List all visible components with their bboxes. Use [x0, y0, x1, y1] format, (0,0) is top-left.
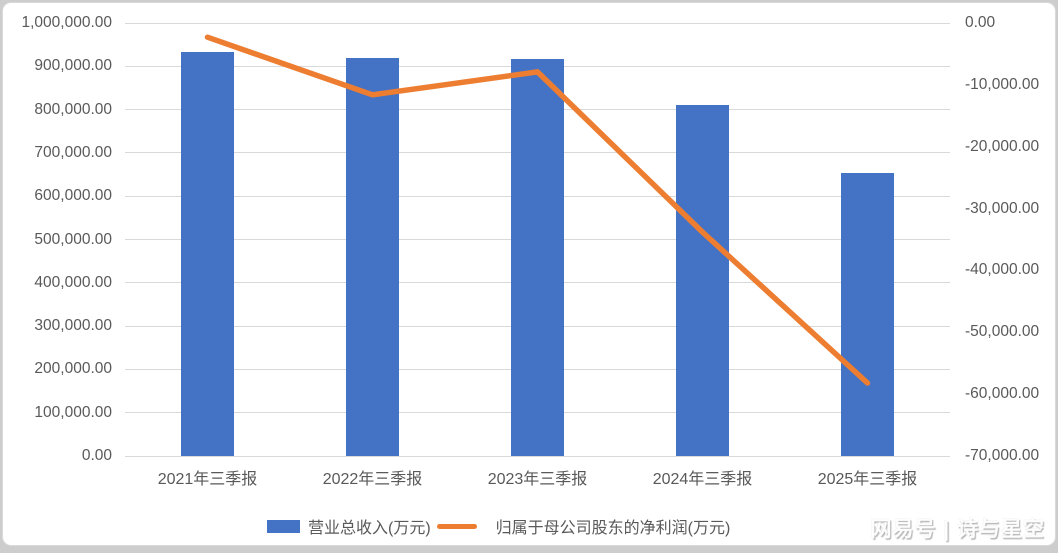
- revenue-bar: [676, 104, 729, 456]
- left-axis-tick-label: 0.00: [81, 447, 112, 464]
- left-axis-tick-label: 900,000.00: [34, 57, 112, 75]
- legend-bar-swatch: [267, 519, 300, 533]
- right-axis-tick-label: -20,000.00: [965, 137, 1040, 155]
- x-axis-category-label: 2022年三季报: [322, 471, 423, 488]
- legend-label: 营业总收入(万元): [308, 520, 431, 537]
- right-axis-tick-label: -50,000.00: [965, 323, 1040, 341]
- revenue-bar: [346, 58, 399, 456]
- left-axis-tick-label: 700,000.00: [34, 143, 112, 161]
- x-axis-category-label: 2024年三季报: [652, 471, 753, 488]
- right-axis-tick-label: -60,000.00: [965, 385, 1040, 403]
- right-axis-tick-label: -30,000.00: [965, 199, 1040, 217]
- right-axis-tick-label: -10,000.00: [965, 75, 1040, 93]
- revenue-bar: [181, 52, 234, 456]
- gridline: [125, 22, 950, 24]
- x-axis-category-label: 2021年三季报: [157, 471, 258, 488]
- left-axis-tick-label: 200,000.00: [34, 360, 112, 378]
- left-axis-tick-label: 100,000.00: [34, 403, 112, 421]
- watermark: 网易号 | 诗与星空: [870, 518, 1045, 541]
- revenue-bar: [841, 172, 894, 456]
- x-axis-category-label: 2025年三季报: [817, 471, 918, 488]
- left-axis-tick-label: 800,000.00: [34, 100, 112, 118]
- x-axis-category-label: 2023年三季报: [487, 471, 588, 488]
- left-axis-tick-label: 300,000.00: [34, 317, 112, 335]
- right-axis-tick-label: 0.00: [965, 14, 996, 31]
- revenue-bar: [511, 58, 564, 456]
- chart-legend: 营业总收入(万元) 归属于母公司股东的净利润(万元): [267, 514, 730, 538]
- left-axis-tick-label: 400,000.00: [34, 273, 112, 291]
- net-profit-line: [204, 34, 871, 386]
- left-axis-tick-label: 1,000,000.00: [21, 14, 112, 31]
- left-axis-tick-label: 500,000.00: [34, 230, 112, 248]
- legend-label: 归属于母公司股东的净利润(万元): [495, 520, 731, 537]
- left-axis-tick-label: 600,000.00: [34, 187, 112, 205]
- gridline: [125, 455, 950, 457]
- right-axis-tick-label: -40,000.00: [965, 261, 1040, 279]
- legend-line-swatch: [436, 523, 477, 529]
- right-axis-tick-label: -70,000.00: [965, 447, 1040, 464]
